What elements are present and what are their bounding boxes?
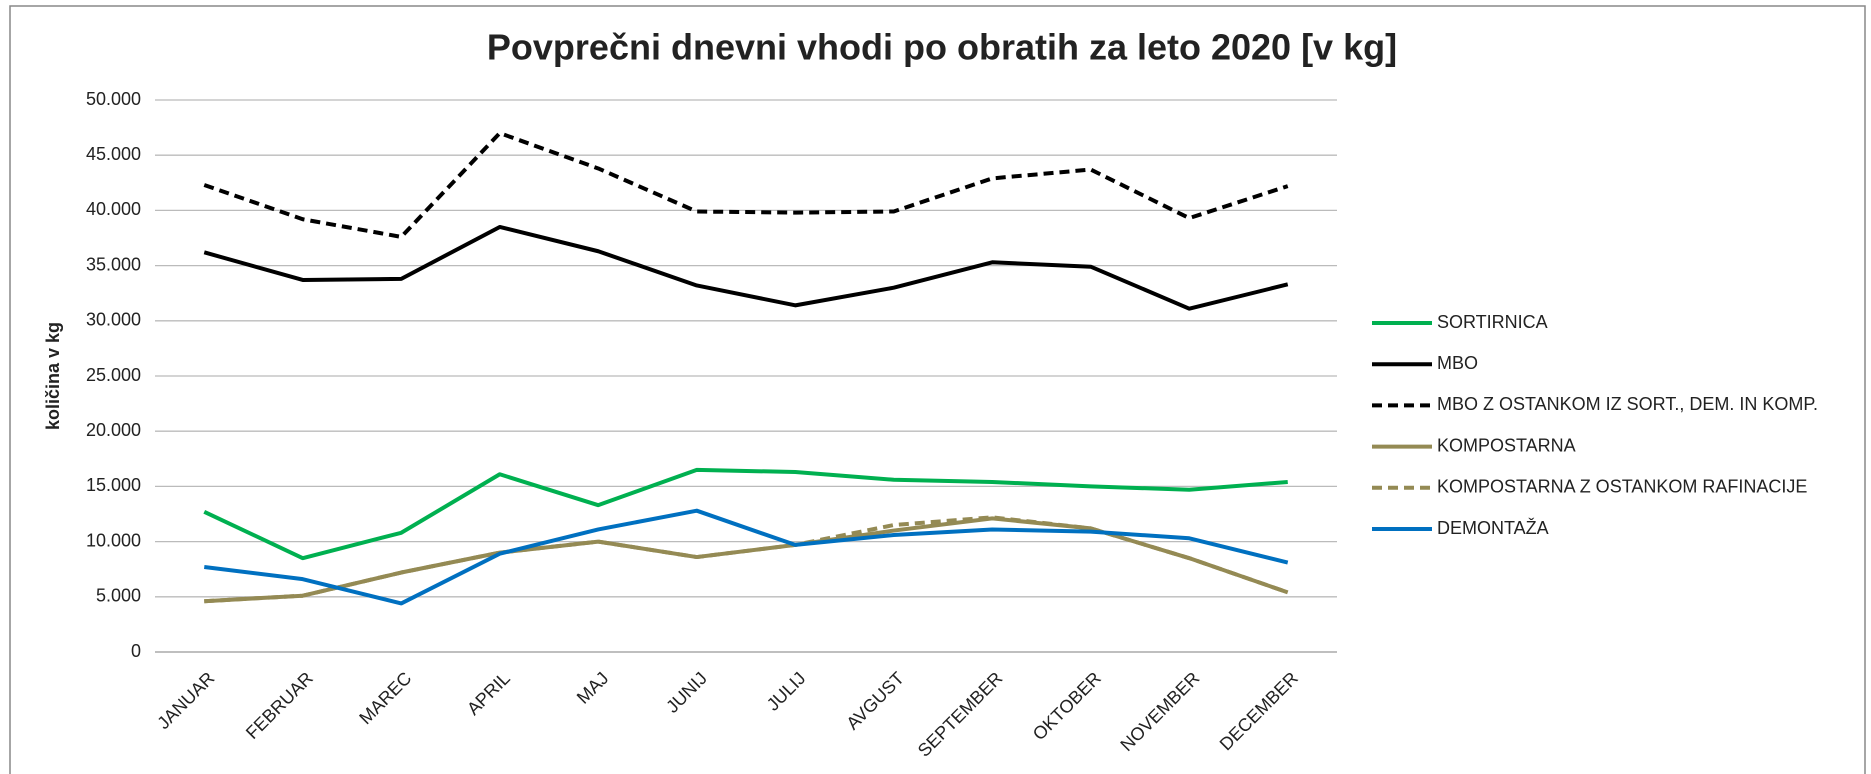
chart-border: [9, 5, 1866, 774]
legend-label: MBO: [1437, 353, 1478, 373]
legend-label: KOMPOSTARNA Z OSTANKOM RAFINACIJE: [1437, 477, 1807, 497]
y-tick-label: 10.000: [86, 530, 141, 550]
series-line: [203, 467, 1288, 561]
legend-label: MBO Z OSTANKOM IZ SORT., DEM. IN KOMP.: [1437, 394, 1818, 414]
chart-title: Povprečni dnevni vhodi po obratih za let…: [487, 27, 1397, 68]
y-tick-label: 0: [131, 641, 141, 661]
y-tick-label: 30.000: [86, 310, 141, 330]
series-line: [203, 131, 1289, 239]
series-line: [204, 508, 1289, 606]
y-tick-label: 25.000: [86, 365, 141, 385]
y-tick-label: 15.000: [86, 475, 141, 495]
y-tick-label: 50.000: [86, 89, 141, 109]
series-line: [203, 224, 1289, 311]
y-tick-label: 20.000: [86, 420, 141, 440]
y-tick-label: 5.000: [96, 586, 141, 606]
y-tick-label: 45.000: [86, 144, 141, 164]
legend-label: KOMPOSTARNA: [1437, 435, 1576, 455]
y-tick-label: 35.000: [86, 254, 141, 274]
y-axis-label: količina v kg: [43, 322, 63, 430]
legend-label: DEMONTAŽA: [1437, 518, 1549, 538]
y-tick-label: 40.000: [86, 199, 141, 219]
legend-label: SORTIRNICA: [1437, 312, 1548, 332]
